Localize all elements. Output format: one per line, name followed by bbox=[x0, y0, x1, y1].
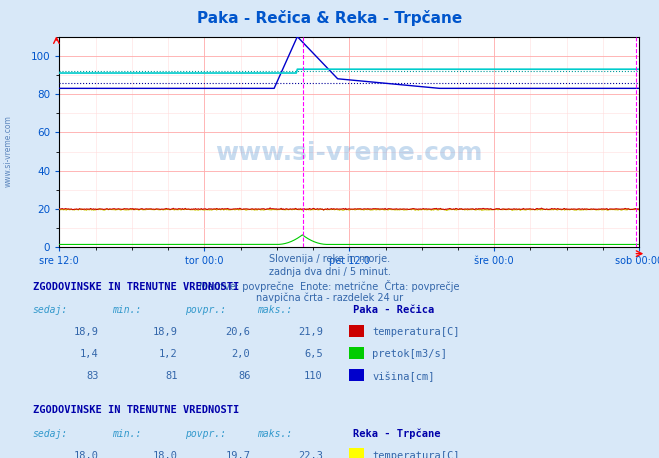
Text: 19,7: 19,7 bbox=[225, 451, 250, 458]
Text: min.:: min.: bbox=[112, 305, 142, 316]
Text: navpična črta - razdelek 24 ur: navpična črta - razdelek 24 ur bbox=[256, 293, 403, 303]
Text: temperatura[C]: temperatura[C] bbox=[372, 451, 460, 458]
Text: min.:: min.: bbox=[112, 429, 142, 439]
Text: temperatura[C]: temperatura[C] bbox=[372, 327, 460, 338]
Text: povpr.:: povpr.: bbox=[185, 429, 225, 439]
Text: 1,2: 1,2 bbox=[159, 349, 178, 360]
Text: sedaj:: sedaj: bbox=[33, 429, 68, 439]
Text: www.si-vreme.com: www.si-vreme.com bbox=[3, 115, 13, 187]
Text: povpr.:: povpr.: bbox=[185, 305, 225, 316]
Text: 2,0: 2,0 bbox=[232, 349, 250, 360]
Text: zadnja dva dni / 5 minut.: zadnja dva dni / 5 minut. bbox=[269, 267, 390, 277]
Text: Paka - Rečica & Reka - Trpčane: Paka - Rečica & Reka - Trpčane bbox=[197, 10, 462, 26]
Text: 18,9: 18,9 bbox=[153, 327, 178, 338]
Text: 20,6: 20,6 bbox=[225, 327, 250, 338]
Text: 18,0: 18,0 bbox=[153, 451, 178, 458]
Text: višina[cm]: višina[cm] bbox=[372, 371, 435, 382]
Text: ZGODOVINSKE IN TRENUTNE VREDNOSTI: ZGODOVINSKE IN TRENUTNE VREDNOSTI bbox=[33, 282, 239, 292]
Text: 22,3: 22,3 bbox=[298, 451, 323, 458]
Text: 81: 81 bbox=[165, 371, 178, 382]
Text: 1,4: 1,4 bbox=[80, 349, 99, 360]
Text: 18,9: 18,9 bbox=[74, 327, 99, 338]
Text: maks.:: maks.: bbox=[257, 429, 292, 439]
Text: 21,9: 21,9 bbox=[298, 327, 323, 338]
Text: 86: 86 bbox=[238, 371, 250, 382]
Text: maks.:: maks.: bbox=[257, 305, 292, 316]
Text: 6,5: 6,5 bbox=[304, 349, 323, 360]
Text: pretok[m3/s]: pretok[m3/s] bbox=[372, 349, 447, 360]
Text: Reka - Trpčane: Reka - Trpčane bbox=[353, 429, 440, 439]
Text: ZGODOVINSKE IN TRENUTNE VREDNOSTI: ZGODOVINSKE IN TRENUTNE VREDNOSTI bbox=[33, 405, 239, 415]
Text: 83: 83 bbox=[86, 371, 99, 382]
Text: Slovenija / reke in morje.: Slovenija / reke in morje. bbox=[269, 254, 390, 264]
Text: 110: 110 bbox=[304, 371, 323, 382]
Text: www.si-vreme.com: www.si-vreme.com bbox=[215, 141, 483, 164]
Text: sedaj:: sedaj: bbox=[33, 305, 68, 316]
Text: Meritve: povprečne  Enote: metrične  Črta: povprečje: Meritve: povprečne Enote: metrične Črta:… bbox=[199, 280, 460, 292]
Text: Paka - Rečica: Paka - Rečica bbox=[353, 305, 434, 316]
Text: 18,0: 18,0 bbox=[74, 451, 99, 458]
